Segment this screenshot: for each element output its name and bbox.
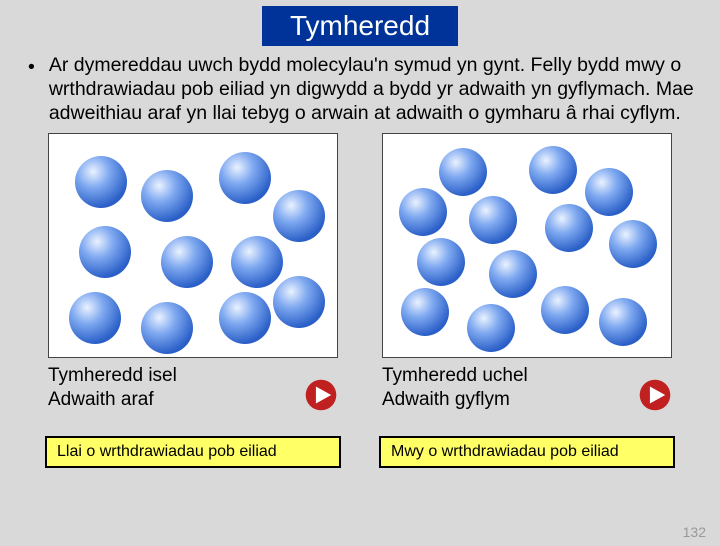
panel-right-label1: Tymheredd uchel <box>382 364 638 388</box>
bullet-item: • Ar dymereddau uwch bydd molecylau'n sy… <box>0 54 720 125</box>
molecules-low-temp <box>49 134 339 359</box>
bullet-dot: • <box>28 56 35 125</box>
panel-left-label2: Adwaith araf <box>48 388 304 412</box>
panel-right-label2: Adwaith gyflym <box>382 388 638 412</box>
bullet-text: Ar dymereddau uwch bydd molecylau'n symu… <box>49 54 700 125</box>
panel-left-box <box>48 133 338 358</box>
play-icon[interactable] <box>638 378 672 412</box>
molecules-high-temp <box>383 134 673 359</box>
panel-left-label1: Tymheredd isel <box>48 364 304 388</box>
play-icon[interactable] <box>304 378 338 412</box>
caption-left: Llai o wrthdrawiadau pob eiliad <box>45 436 341 468</box>
panel-left-labels: Tymheredd isel Adwaith araf <box>48 364 338 412</box>
page-number: 132 <box>683 524 706 540</box>
panel-right-box <box>382 133 672 358</box>
caption-row: Llai o wrthdrawiadau pob eiliad Mwy o wr… <box>0 436 720 468</box>
panel-left: Tymheredd isel Adwaith araf <box>48 133 338 412</box>
panels-row: Tymheredd isel Adwaith araf Tymheredd uc… <box>0 133 720 412</box>
page-title: Tymheredd <box>262 6 458 46</box>
panel-right: Tymheredd uchel Adwaith gyflym <box>382 133 672 412</box>
panel-right-labels: Tymheredd uchel Adwaith gyflym <box>382 364 672 412</box>
caption-right: Mwy o wrthdrawiadau pob eiliad <box>379 436 675 468</box>
